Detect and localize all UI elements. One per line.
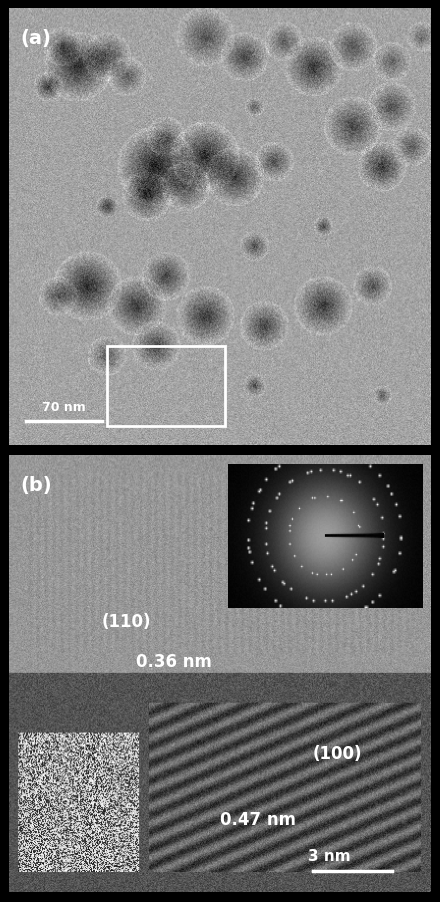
Bar [107, 347, 225, 427]
Text: (b): (b) [21, 475, 52, 494]
Text: 3 nm: 3 nm [308, 848, 351, 863]
Text: 0.36 nm: 0.36 nm [136, 652, 211, 670]
Text: (110): (110) [102, 612, 151, 630]
Text: (a): (a) [21, 29, 51, 48]
Text: 0.47 nm: 0.47 nm [220, 810, 296, 828]
Text: (100): (100) [313, 744, 363, 762]
Text: 70 nm: 70 nm [42, 400, 86, 414]
